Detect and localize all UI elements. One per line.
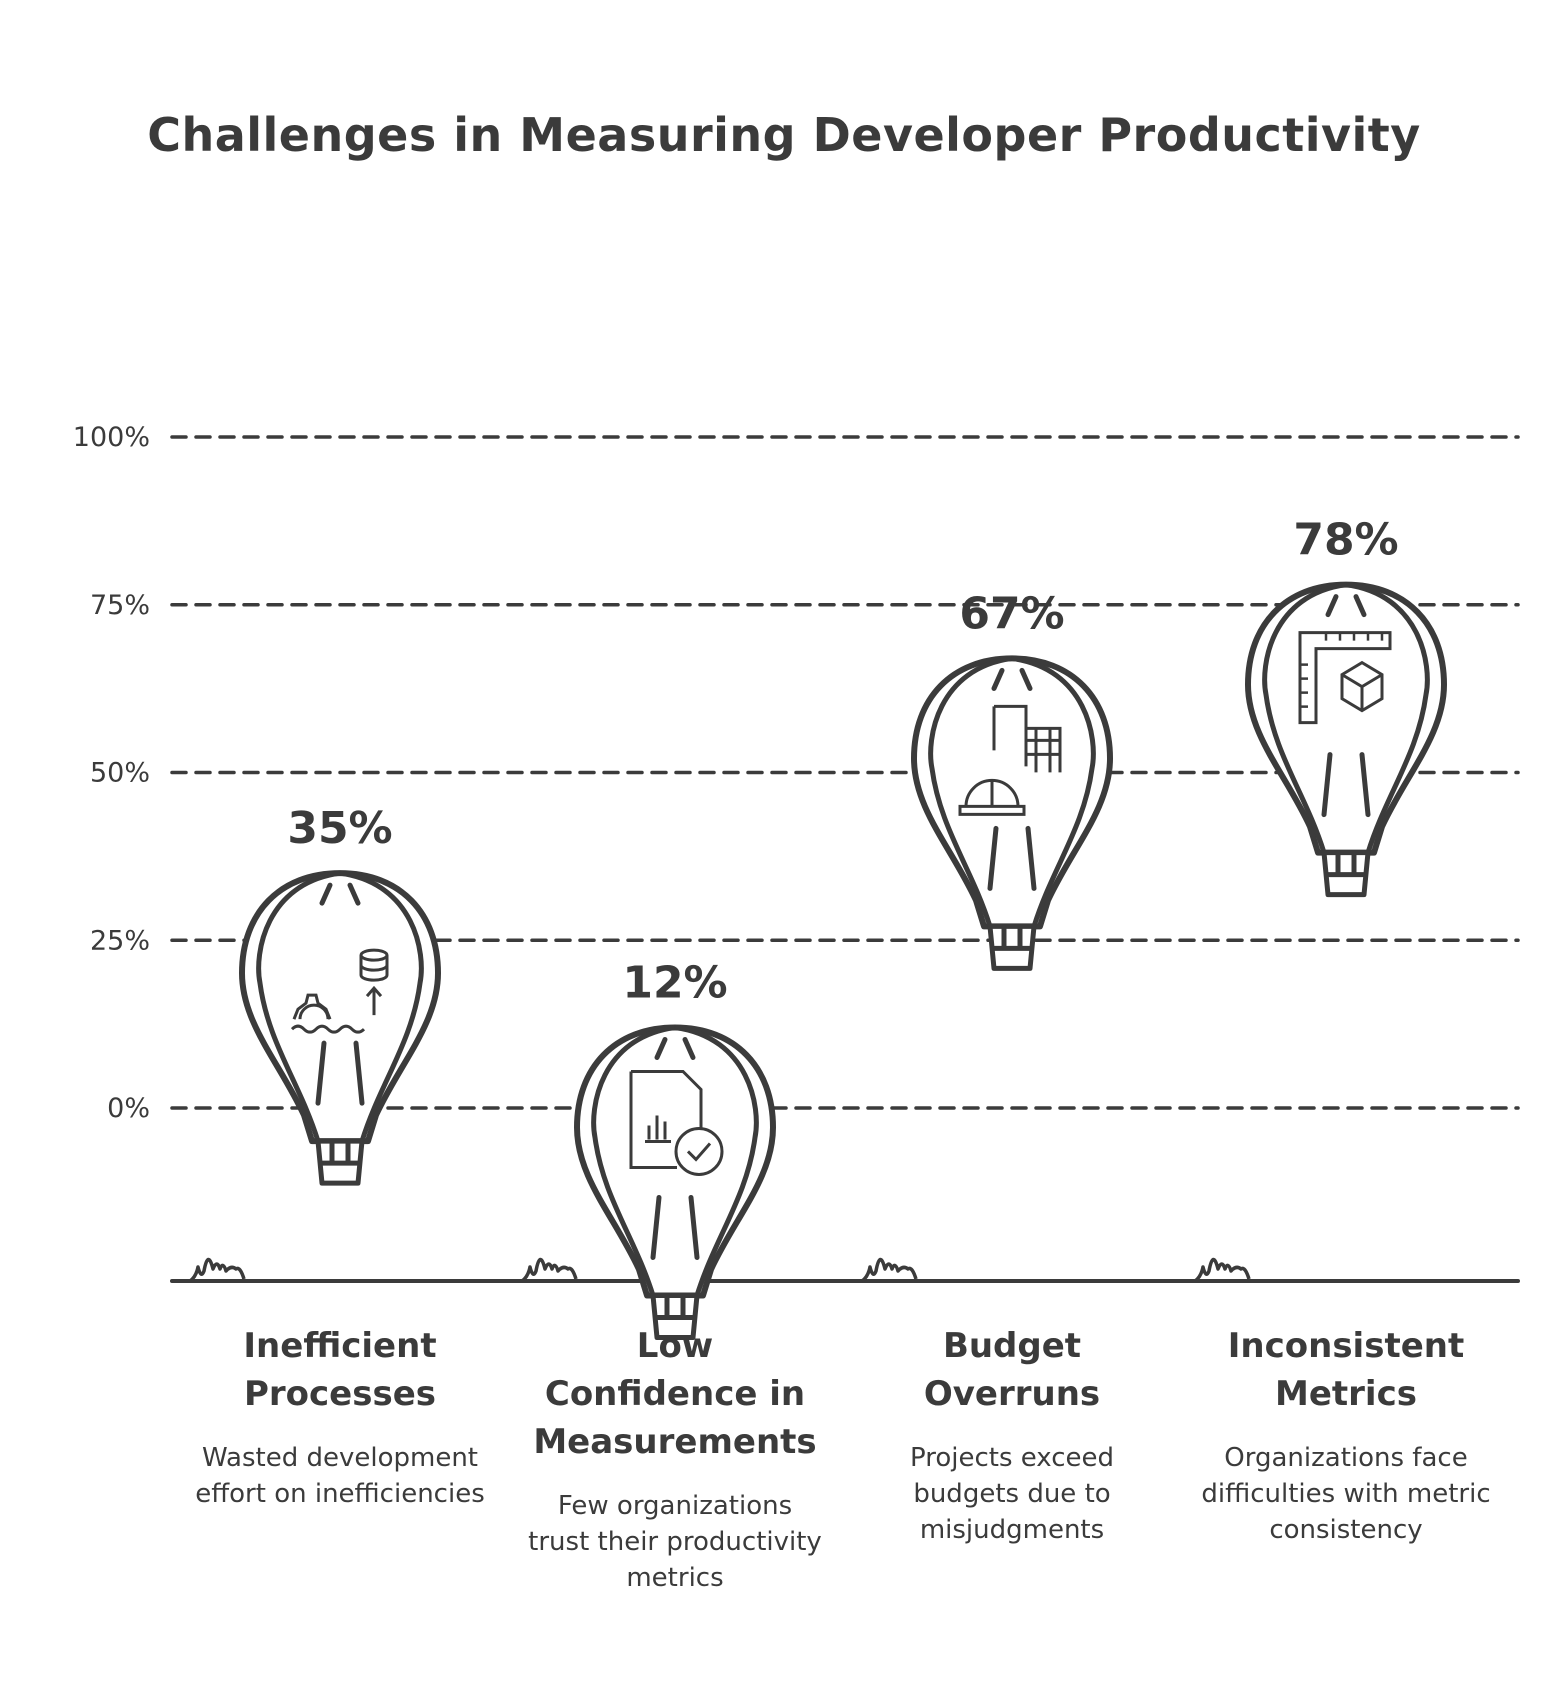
category-description: Projects exceed budgets due to misjudgme… — [909, 1443, 1115, 1545]
balloon-seam — [319, 882, 361, 906]
balloon-seam — [650, 1194, 700, 1260]
category-description: Organizations face difficulties with met… — [1201, 1443, 1491, 1545]
balloon-bar — [239, 870, 441, 1186]
balloon-basket — [650, 1292, 700, 1340]
category-label: Budget Overruns — [923, 1326, 1101, 1414]
balloon-seam — [654, 1036, 696, 1060]
balloon-seam — [987, 825, 1037, 891]
grass-tuft — [188, 1257, 246, 1283]
category-label-block: Inconsistent Metrics Organizations face d… — [1196, 1322, 1496, 1548]
category-description: Wasted development effort on inefficienc… — [195, 1443, 485, 1509]
balloon-basket — [987, 923, 1037, 971]
balloon-gore — [256, 870, 341, 1142]
category-label: Inefficient Processes — [243, 1326, 437, 1414]
category-label-block: Low Confidence in Measurements Few organi… — [525, 1322, 825, 1596]
balloon-seam — [315, 1040, 365, 1106]
balloon-seam — [991, 667, 1033, 691]
grass-tuft — [860, 1257, 918, 1283]
grass-tuft — [520, 1257, 578, 1283]
balloon-gore — [339, 870, 424, 1142]
category-description: Few organizations trust their productivi… — [528, 1491, 822, 1593]
category-label-block: Budget Overruns Projects exceed budgets d… — [862, 1322, 1162, 1548]
value-label: 35% — [287, 803, 392, 854]
chart-title: Challenges in Measuring Developer Produc… — [147, 108, 1421, 162]
balloon-basket — [315, 1138, 365, 1186]
balloon-gore — [1011, 655, 1096, 928]
value-label: 78% — [1293, 515, 1398, 566]
balloon-bar — [574, 1024, 776, 1340]
balloon-bar — [911, 655, 1113, 971]
balloon-gore — [674, 1025, 759, 1297]
ruler-cube-icon — [1298, 631, 1392, 725]
y-tick-label: 25% — [90, 925, 150, 956]
category-label: Low Confidence in Measurements — [533, 1326, 817, 1462]
y-tick-label: 100% — [73, 422, 150, 453]
balloon-bar — [1245, 581, 1447, 898]
y-tick-label: 0% — [107, 1093, 150, 1124]
category-label: Inconsistent Metrics — [1227, 1326, 1465, 1414]
grass-tuft — [1193, 1257, 1251, 1283]
balloon-basket — [1321, 850, 1371, 898]
value-label: 67% — [959, 588, 1064, 639]
y-tick-label: 75% — [90, 590, 150, 621]
gear-database-icon — [290, 948, 389, 1034]
balloon-gore — [1262, 582, 1347, 854]
category-label-block: Inefficient Processes Wasted development … — [190, 1322, 490, 1512]
balloon-seam — [1321, 752, 1371, 818]
report-check-icon — [629, 1069, 724, 1176]
y-tick-label: 50% — [90, 758, 150, 789]
balloon-gore — [591, 1025, 676, 1297]
balloon-gore — [1345, 582, 1430, 854]
balloon-gore — [928, 655, 1013, 928]
hardhat-building-icon — [958, 704, 1062, 816]
balloon-seam — [1325, 594, 1367, 618]
value-label: 12% — [622, 957, 727, 1008]
